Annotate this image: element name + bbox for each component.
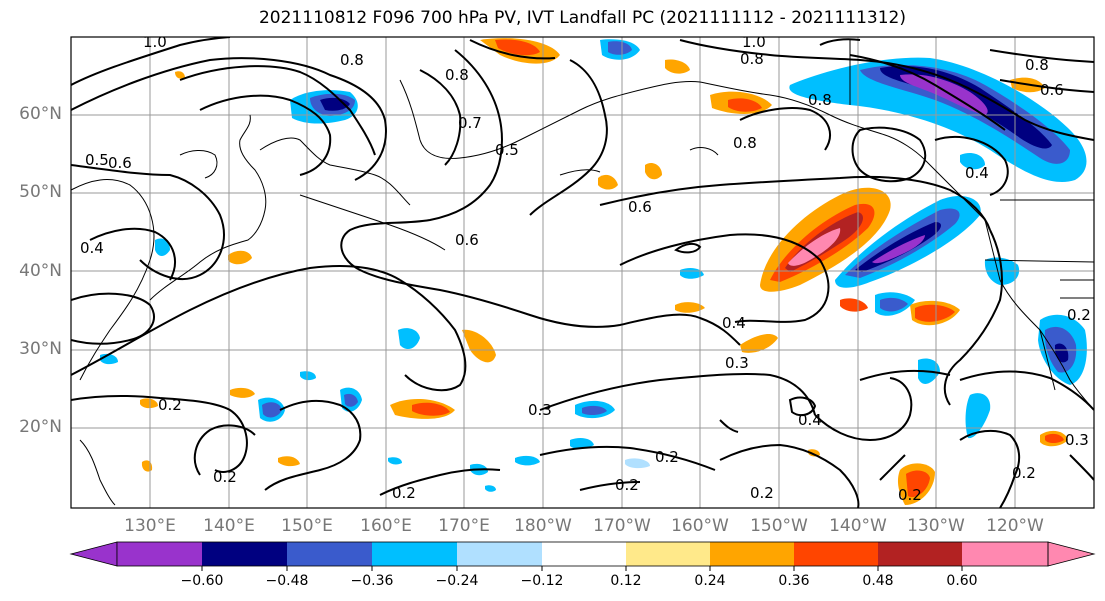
contour-label: 0.2 xyxy=(655,448,679,466)
contour-label: 0.2 xyxy=(750,484,774,502)
lon-label: 120°W xyxy=(986,516,1044,536)
lat-label: 60°N xyxy=(19,104,62,124)
contour-label: 0.7 xyxy=(458,114,482,132)
pv-contours xyxy=(71,37,1094,508)
colorbar-extend-high xyxy=(1047,541,1096,567)
colorbar-segment xyxy=(878,542,962,566)
colorbar-extend-low xyxy=(69,541,118,567)
colorbar-tick-label: 0.48 xyxy=(862,573,894,589)
contour-label: 0.2 xyxy=(615,476,639,494)
map-frame xyxy=(70,36,1095,509)
contour-label: 0.4 xyxy=(798,411,822,429)
lon-label: 140°W xyxy=(829,516,887,536)
contour-label: 0.2 xyxy=(392,484,416,502)
contour-label: 1.0 xyxy=(742,33,766,51)
lon-label: 130°E xyxy=(124,516,176,536)
contour-label: 0.4 xyxy=(722,314,746,332)
contour-label: 0.8 xyxy=(733,134,757,152)
colorbar-tick-label: −0.60 xyxy=(180,573,224,589)
contour-label: 0.8 xyxy=(340,51,364,69)
contour-label: 0.8 xyxy=(740,50,764,68)
contour-label: 0.6 xyxy=(628,198,652,216)
colorbar-segment xyxy=(542,542,626,566)
lon-label: 160°W xyxy=(671,516,729,536)
coastlines xyxy=(71,40,1094,506)
colorbar-tick-label: −0.12 xyxy=(520,573,564,589)
lon-label: 170°E xyxy=(438,516,490,536)
contour-label: 0.2 xyxy=(158,396,182,414)
lat-label: 30°N xyxy=(19,339,62,359)
contour-label: 0.2 xyxy=(213,468,237,486)
contour-label: 0.2 xyxy=(1067,306,1091,324)
colorbar-segment xyxy=(794,542,878,566)
lon-label: 180°W xyxy=(514,516,572,536)
colorbar-segment xyxy=(117,542,202,566)
contour-label: 0.2 xyxy=(1012,464,1036,482)
contour-label-layer: 1.0 0.8 0.8 0.7 0.5 0.6 0.5 0.4 0.6 0.6 … xyxy=(80,33,1091,504)
contour-label: 0.3 xyxy=(725,354,749,372)
contour-label: 0.6 xyxy=(108,154,132,172)
colorbar-tick-label: −0.24 xyxy=(435,573,479,589)
contour-label: 0.5 xyxy=(495,141,519,159)
contour-label: 0.3 xyxy=(528,401,552,419)
lon-label: 170°W xyxy=(593,516,651,536)
lon-label: 140°E xyxy=(203,516,255,536)
map-panel: 1.0 0.8 0.8 0.7 0.5 0.6 0.5 0.4 0.6 0.6 … xyxy=(71,33,1094,508)
contour-label: 0.6 xyxy=(1040,81,1064,99)
lon-label: 150°W xyxy=(750,516,808,536)
lon-label: 150°E xyxy=(281,516,333,536)
colorbar-segment xyxy=(287,542,372,566)
colorbar-segment xyxy=(457,542,542,566)
colorbar-tick-label: 0.60 xyxy=(946,573,978,589)
contour-label: 0.8 xyxy=(1025,56,1049,74)
colorbar-segment xyxy=(710,542,794,566)
map-title: 2021110812 F096 700 hPa PV, IVT Landfall… xyxy=(258,8,906,28)
contour-label: 0.4 xyxy=(965,164,989,182)
colorbar xyxy=(69,541,1096,571)
colorbar-segment xyxy=(202,542,287,566)
shading-negative xyxy=(100,39,1087,492)
colorbar-tick-label: 0.36 xyxy=(778,573,810,589)
contour-label: 0.6 xyxy=(455,231,479,249)
colorbar-segment xyxy=(962,542,1048,566)
contour-label: 0.4 xyxy=(80,239,104,257)
contour-label: 1.0 xyxy=(143,33,167,51)
lon-label: 160°E xyxy=(360,516,412,536)
contour-label: 0.3 xyxy=(1065,431,1089,449)
lat-label: 20°N xyxy=(19,417,62,437)
colorbar-tick-label: −0.36 xyxy=(350,573,394,589)
contour-label: 0.2 xyxy=(898,486,922,504)
colorbar-tick-label: −0.48 xyxy=(265,573,309,589)
lon-label: 130°W xyxy=(907,516,965,536)
contour-label: 0.8 xyxy=(808,91,832,109)
colorbar-segment xyxy=(372,542,457,566)
lat-label: 40°N xyxy=(19,261,62,281)
contour-label: 0.5 xyxy=(85,151,109,169)
colorbar-tick-label: 0.12 xyxy=(610,573,642,589)
lat-label: 50°N xyxy=(19,182,62,202)
colorbar-tick-label: 0.24 xyxy=(694,573,726,589)
colorbar-segment xyxy=(626,542,710,566)
contour-label: 0.8 xyxy=(445,66,469,84)
